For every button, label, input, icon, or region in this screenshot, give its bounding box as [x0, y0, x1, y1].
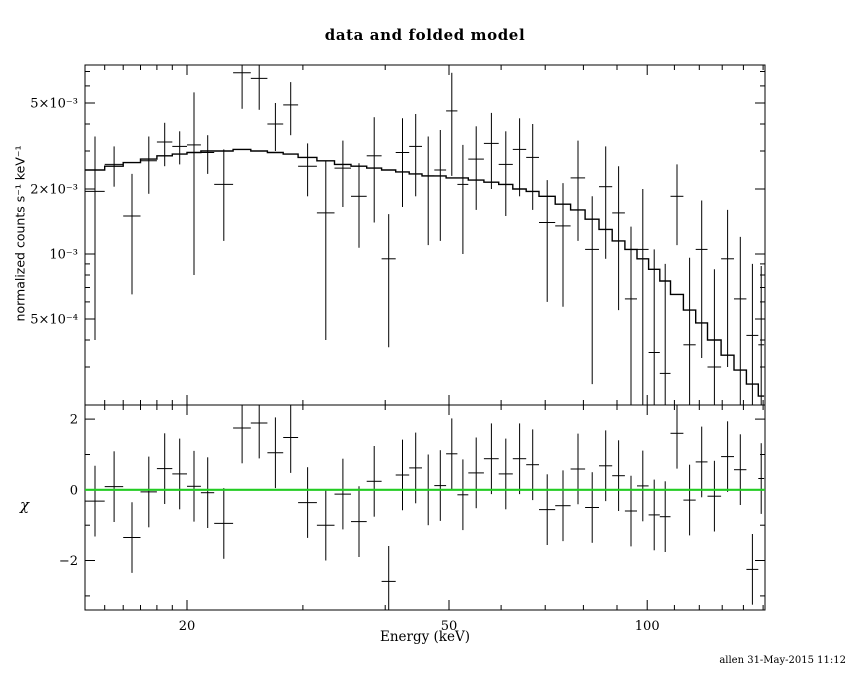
residual-error-bars [85, 405, 765, 610]
signature-text: allen 31-May-2015 11:12 [719, 655, 846, 666]
svg-text:20: 20 [179, 619, 196, 634]
svg-text:5×10⁻³: 5×10⁻³ [30, 97, 78, 112]
x-axis-label: Energy (keV) [379, 629, 470, 645]
plot-frame [84, 64, 766, 611]
plot-title: data and folded model [324, 26, 526, 44]
folded-model-step-line [85, 148, 765, 397]
y-axis-label-chi: χ [20, 496, 30, 514]
svg-text:100: 100 [635, 619, 660, 634]
svg-text:−2: −2 [59, 554, 78, 569]
svg-text:50: 50 [441, 619, 458, 634]
svg-text:0: 0 [70, 483, 78, 498]
svg-text:10⁻³: 10⁻³ [49, 248, 78, 263]
svg-text:5×10⁻⁴: 5×10⁻⁴ [30, 313, 78, 328]
spectrum-error-bars [85, 65, 765, 405]
y-axis-label-counts: normalized counts s⁻¹ keV⁻¹ [12, 145, 28, 322]
svg-text:2×10⁻³: 2×10⁻³ [30, 183, 78, 198]
svg-text:2: 2 [70, 413, 78, 428]
